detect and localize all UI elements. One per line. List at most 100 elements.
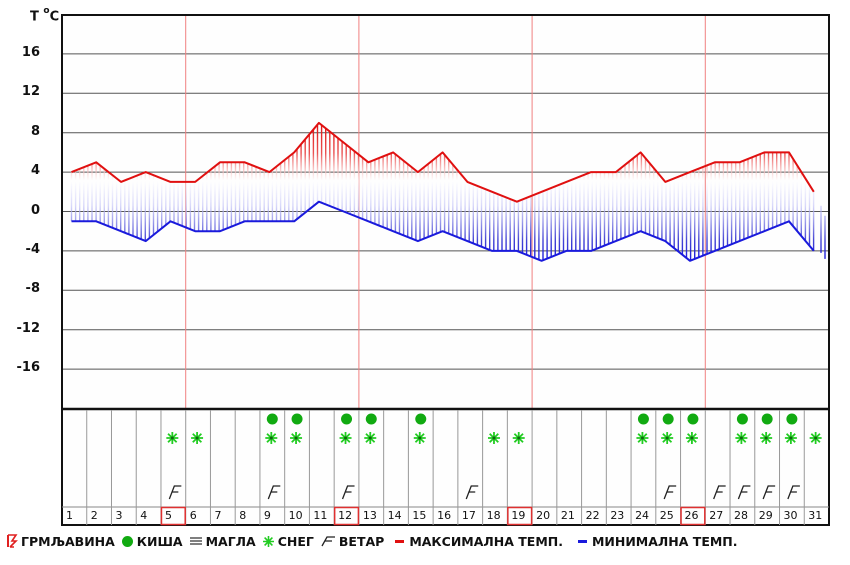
axis-title-degree: o [43, 6, 50, 16]
wind-icon [737, 485, 751, 500]
snow-icon-center [344, 436, 348, 440]
legend-thunder-label: ГРМЉАВИНА [21, 533, 115, 549]
snow-icon-center [789, 436, 793, 440]
day-label: 22 [585, 509, 600, 522]
y-tick-label: 8 [30, 123, 40, 139]
wind-icon [762, 485, 776, 500]
day-label: 14 [387, 509, 402, 522]
snow-icon-center [368, 436, 372, 440]
day-label: 17 [461, 509, 476, 522]
y-tick-label: 16 [21, 44, 40, 60]
wind-icon [713, 485, 726, 500]
plot-background [62, 15, 829, 525]
snow-icon-center [294, 436, 298, 440]
wind-icon [663, 485, 677, 500]
rain-icon [687, 413, 699, 425]
max-temp-line-icon [394, 538, 406, 544]
wind-icon [465, 485, 479, 500]
day-label: 31 [808, 509, 823, 522]
day-label: 3 [115, 509, 123, 522]
legend: ГРМЉАВИНА КИША МАГЛА СНЕГ ВЕТАР МАКСИМАЛ… [6, 532, 744, 550]
rain-icon [662, 413, 674, 425]
temperature-range-hatching [70, 124, 815, 261]
highlighted-day-box [333, 506, 360, 526]
day-label: 29 [758, 509, 773, 522]
rain-icon [266, 413, 278, 425]
day-label: 1 [66, 509, 73, 522]
legend-wind: ВЕТАР [320, 534, 384, 549]
highlighted-day-box [160, 506, 186, 526]
y-tick-label: -8 [25, 281, 40, 297]
rain-icon [341, 413, 353, 425]
rain-icon [637, 413, 649, 425]
day-label: 9 [263, 509, 271, 522]
axis-title-t: T [30, 9, 39, 25]
day-label: 30 [783, 509, 798, 522]
day-label: 10 [288, 509, 303, 522]
snow-icon-center [640, 436, 644, 440]
y-tick-label: -16 [16, 360, 41, 376]
chart-frame [61, 14, 830, 526]
snow-icon-center [170, 436, 174, 440]
highlighted-day-box [507, 506, 533, 526]
min-temp-line-icon [577, 538, 589, 544]
snow-icon-center [665, 436, 669, 440]
legend-fog: МАГЛА [189, 534, 256, 549]
legend-snow-label: СНЕГ [277, 533, 314, 549]
day-label: 4 [140, 509, 148, 522]
day-label: 2 [90, 509, 98, 522]
wind-icon [341, 485, 355, 500]
range-tail-hatching [820, 205, 826, 259]
rain-icon [415, 413, 427, 425]
day-label: 23 [610, 509, 625, 522]
rain-icon [365, 413, 377, 425]
rain-icon [291, 413, 303, 425]
fog-icon [189, 536, 203, 546]
legend-thunder: ГРМЉАВИНА [6, 534, 115, 549]
wind-icon [320, 535, 336, 547]
snow-icon-center [690, 436, 694, 440]
day-label: 5 [164, 509, 172, 522]
day-label: 16 [437, 509, 452, 522]
axis-title-unit: C [49, 9, 60, 25]
y-tick-label: 12 [21, 84, 40, 100]
snow-icon-center [492, 436, 496, 440]
day-label: 18 [486, 509, 501, 522]
day-label: 26 [684, 509, 699, 522]
day-label: 20 [536, 509, 551, 522]
day-label: 6 [189, 509, 197, 522]
day-label: 8 [239, 509, 247, 522]
wind-icon [267, 485, 281, 500]
snow-icon-center [269, 436, 273, 440]
legend-min-temp: МИНИМАЛНА ТЕМП. [577, 534, 738, 549]
highlighted-day-box [680, 506, 706, 526]
rain-icon [786, 413, 798, 425]
legend-rain: КИША [121, 534, 183, 549]
day-label: 24 [635, 509, 650, 522]
legend-wind-label: ВЕТАР [338, 533, 385, 549]
y-tick-label: 4 [30, 163, 40, 179]
day-label: 15 [412, 509, 427, 522]
legend-snow: СНЕГ [262, 534, 314, 549]
temperature-chart [61, 14, 830, 526]
min-temp-line [71, 200, 815, 262]
day-label: 25 [659, 509, 674, 522]
legend-min-temp-label: МИНИМАЛНА ТЕМП. [591, 533, 738, 549]
snow-icon-center [195, 436, 199, 440]
day-label: 27 [709, 509, 724, 522]
day-label: 28 [734, 509, 749, 522]
legend-rain-label: КИША [136, 533, 183, 549]
thunder-icon [6, 534, 18, 548]
legend-max-temp-label: МАКСИМАЛНА ТЕМП. [409, 533, 563, 549]
max-temp-line [71, 121, 815, 203]
day-label: 21 [560, 509, 575, 522]
rain-icon [736, 413, 748, 425]
legend-fog-label: МАГЛА [205, 533, 256, 549]
day-label: 7 [214, 509, 222, 522]
snow-icon-center [517, 436, 521, 440]
y-tick-label: -12 [16, 320, 41, 336]
y-tick-label: 0 [30, 202, 40, 218]
legend-max-temp: МАКСИМАЛНА ТЕМП. [394, 534, 563, 549]
wind-icon [787, 485, 800, 500]
snow-icon-center [418, 436, 422, 440]
